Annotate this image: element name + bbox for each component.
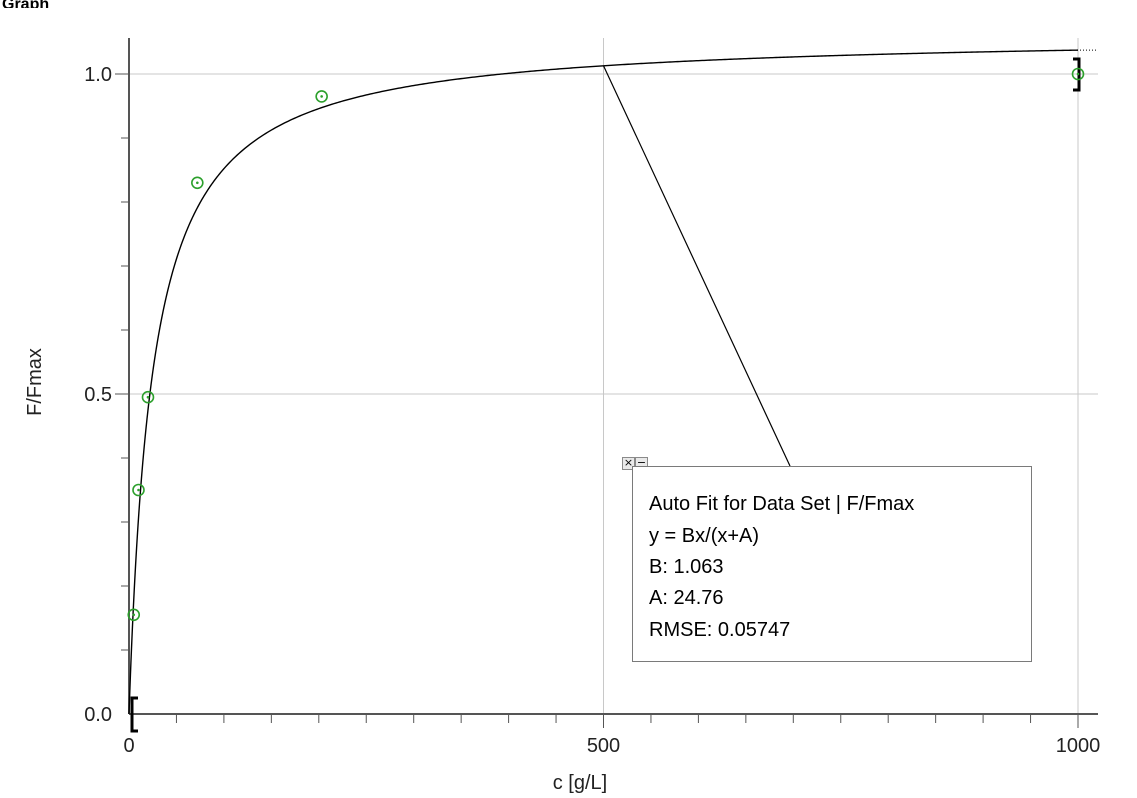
fit-title: Auto Fit for Data Set | F/Fmax bbox=[649, 493, 915, 515]
data-point-center bbox=[1076, 72, 1080, 76]
fit-param-a: A: 24.76 bbox=[649, 587, 724, 609]
curve-fit-annotation[interactable]: Auto Fit for Data Set | F/Fmax y = Bx/(x… bbox=[632, 466, 1032, 662]
data-point-center bbox=[146, 395, 150, 399]
window-title: Graph bbox=[2, 0, 49, 8]
x-axis-title: c [g/L] bbox=[553, 772, 607, 794]
data-point-layer bbox=[127, 67, 1085, 622]
fit-equation: y = Bx/(x+A) bbox=[649, 525, 760, 547]
fit-curve bbox=[128, 49, 1079, 715]
data-point bbox=[191, 176, 204, 190]
close-button[interactable]: × bbox=[622, 456, 635, 470]
x-tick-label: 1000 bbox=[1056, 735, 1101, 757]
data-point bbox=[141, 390, 155, 404]
data-point bbox=[315, 90, 328, 103]
data-point-center bbox=[137, 488, 140, 492]
x-tick-label: 0 bbox=[123, 735, 134, 757]
range-bracket-start bbox=[130, 696, 138, 733]
data-point-center bbox=[196, 181, 199, 185]
data-point bbox=[1071, 67, 1085, 81]
x-tick-label: 500 bbox=[587, 735, 620, 757]
grid-layer bbox=[129, 38, 1098, 714]
annotation-leader-line bbox=[602, 65, 791, 467]
y-tick-label: 0.0 bbox=[84, 704, 112, 726]
tick-label-layer: 0 500 1000 0.0 0.5 1.0 bbox=[84, 64, 1100, 757]
y-tick-label: 0.5 bbox=[84, 384, 112, 406]
data-point bbox=[127, 608, 141, 622]
data-point-center bbox=[132, 613, 136, 617]
y-tick-label: 1.0 bbox=[84, 64, 112, 86]
leader-layer bbox=[602, 65, 791, 467]
fit-curve-layer bbox=[128, 49, 1098, 715]
data-point bbox=[132, 483, 145, 497]
data-point-center bbox=[320, 95, 323, 98]
fit-param-b: B: 1.063 bbox=[649, 556, 724, 578]
fit-rmse: RMSE: 0.05747 bbox=[649, 619, 791, 641]
y-axis-title: F/Fmax bbox=[24, 348, 46, 416]
